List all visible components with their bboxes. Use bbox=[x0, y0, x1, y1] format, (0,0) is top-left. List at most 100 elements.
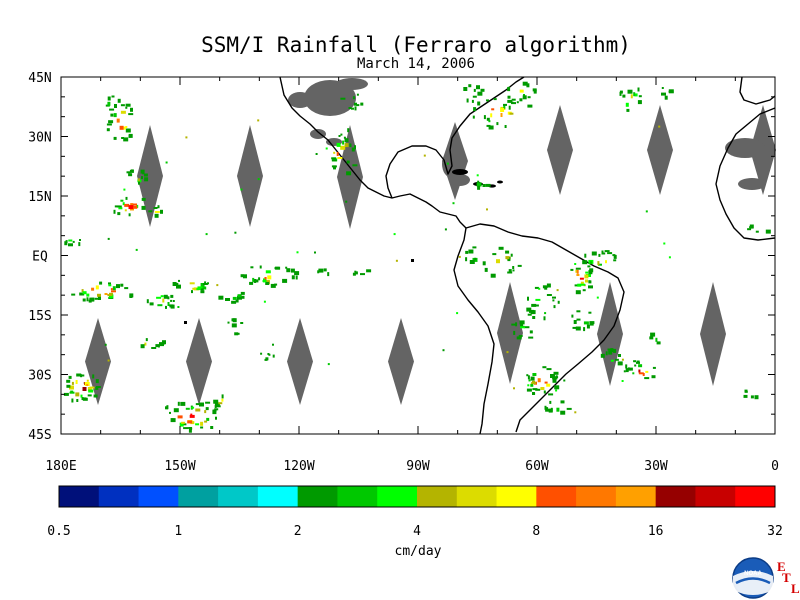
rain-cell bbox=[195, 408, 201, 412]
rain-cell bbox=[491, 108, 495, 111]
rain-cell bbox=[423, 154, 426, 157]
rain-cell bbox=[104, 293, 108, 295]
rain-cell bbox=[621, 358, 624, 361]
rain-cell bbox=[163, 294, 168, 299]
rain-cell bbox=[107, 294, 113, 297]
rain-cell bbox=[129, 293, 134, 298]
rain-cell bbox=[107, 237, 110, 240]
rain-cell bbox=[344, 138, 349, 143]
rain-cell bbox=[121, 137, 125, 139]
rain-cell bbox=[552, 378, 557, 383]
rain-cell bbox=[214, 402, 220, 407]
rain-cell bbox=[351, 147, 355, 152]
colorbar-tick-label: 0.5 bbox=[47, 524, 70, 539]
rain-cell bbox=[469, 260, 475, 264]
rain-cell bbox=[618, 354, 621, 357]
rain-cell bbox=[130, 169, 134, 172]
rain-cell bbox=[95, 386, 101, 388]
rain-cell bbox=[192, 287, 195, 290]
rain-cell bbox=[393, 233, 396, 236]
colorbar-swatch bbox=[138, 486, 179, 507]
rain-cell bbox=[124, 209, 127, 212]
rain-cell bbox=[528, 336, 534, 339]
no-data-patch bbox=[310, 129, 326, 139]
rain-cell bbox=[317, 270, 320, 274]
no-data-swath bbox=[85, 318, 111, 405]
rain-cell bbox=[286, 268, 291, 273]
rain-cell bbox=[586, 274, 591, 277]
rain-cell bbox=[227, 321, 230, 324]
rain-cell bbox=[68, 375, 72, 379]
rain-cell bbox=[349, 144, 352, 148]
rain-cell bbox=[347, 128, 350, 133]
rain-cell bbox=[285, 266, 288, 269]
rain-cell bbox=[336, 152, 339, 156]
colorbar-swatch bbox=[456, 486, 498, 507]
rain-cell bbox=[550, 407, 553, 412]
rain-cell bbox=[446, 162, 449, 165]
rain-cell bbox=[68, 239, 73, 242]
rain-cell bbox=[343, 136, 346, 139]
colorbar-swatch bbox=[536, 486, 577, 507]
rain-cell bbox=[577, 283, 582, 287]
rain-cell bbox=[71, 293, 76, 296]
rain-cell bbox=[534, 286, 539, 289]
rain-cell bbox=[535, 298, 541, 301]
no-data-swath bbox=[700, 282, 726, 386]
rain-cell bbox=[545, 408, 550, 412]
rain-cell bbox=[144, 342, 147, 346]
rain-cell bbox=[511, 98, 516, 101]
rain-cell bbox=[493, 98, 497, 101]
rain-cell bbox=[744, 389, 748, 393]
rain-cell bbox=[550, 374, 555, 378]
rain-cell bbox=[527, 104, 533, 108]
rain-cell bbox=[107, 359, 110, 362]
rain-cell bbox=[113, 136, 117, 140]
coastlines bbox=[279, 76, 776, 435]
rain-cell bbox=[490, 113, 493, 118]
no-data-patch bbox=[738, 178, 766, 190]
rain-cell bbox=[486, 117, 490, 121]
rain-cell bbox=[87, 387, 92, 391]
rain-cell bbox=[263, 300, 266, 303]
rain-cell bbox=[141, 197, 146, 201]
rain-cell bbox=[177, 415, 183, 419]
rain-cell bbox=[196, 288, 202, 291]
rain-cell bbox=[553, 371, 559, 375]
rain-cell bbox=[552, 296, 556, 299]
rain-cell bbox=[531, 382, 537, 385]
rain-cell bbox=[543, 316, 546, 321]
rain-cell bbox=[546, 368, 552, 371]
latitude-labels: 45N 30N 15N EQ 15S 30S 45S bbox=[28, 71, 51, 443]
rain-cell bbox=[259, 265, 262, 269]
rain-cell bbox=[264, 358, 268, 361]
coastline-africa bbox=[715, 107, 776, 241]
rain-cell bbox=[225, 298, 230, 301]
rain-cell bbox=[513, 387, 515, 390]
rain-cell bbox=[444, 228, 447, 231]
lon-label: 30W bbox=[644, 459, 668, 474]
rain-cell bbox=[488, 125, 494, 130]
rain-cell bbox=[485, 183, 491, 187]
rain-cell bbox=[140, 169, 145, 174]
rain-cell bbox=[71, 398, 74, 403]
rain-cell bbox=[216, 284, 219, 287]
rain-cell bbox=[572, 326, 578, 329]
rain-cell bbox=[613, 348, 617, 353]
colorbar-tick-label: 2 bbox=[294, 524, 302, 539]
colorbar-swatch bbox=[655, 486, 696, 507]
rain-cell bbox=[197, 286, 203, 289]
lat-label: EQ bbox=[32, 250, 48, 265]
rain-cell bbox=[588, 280, 591, 283]
rain-cell bbox=[110, 113, 114, 117]
colorbar-swatch bbox=[417, 486, 458, 507]
rain-cell bbox=[157, 345, 160, 348]
rain-cell bbox=[117, 98, 121, 103]
rain-cell bbox=[356, 93, 359, 96]
rain-cell bbox=[141, 205, 146, 210]
rain-cell bbox=[544, 405, 547, 410]
rain-cell bbox=[749, 226, 752, 229]
rain-cell bbox=[540, 387, 545, 390]
rain-cell bbox=[145, 338, 148, 342]
rain-cell bbox=[86, 384, 89, 386]
